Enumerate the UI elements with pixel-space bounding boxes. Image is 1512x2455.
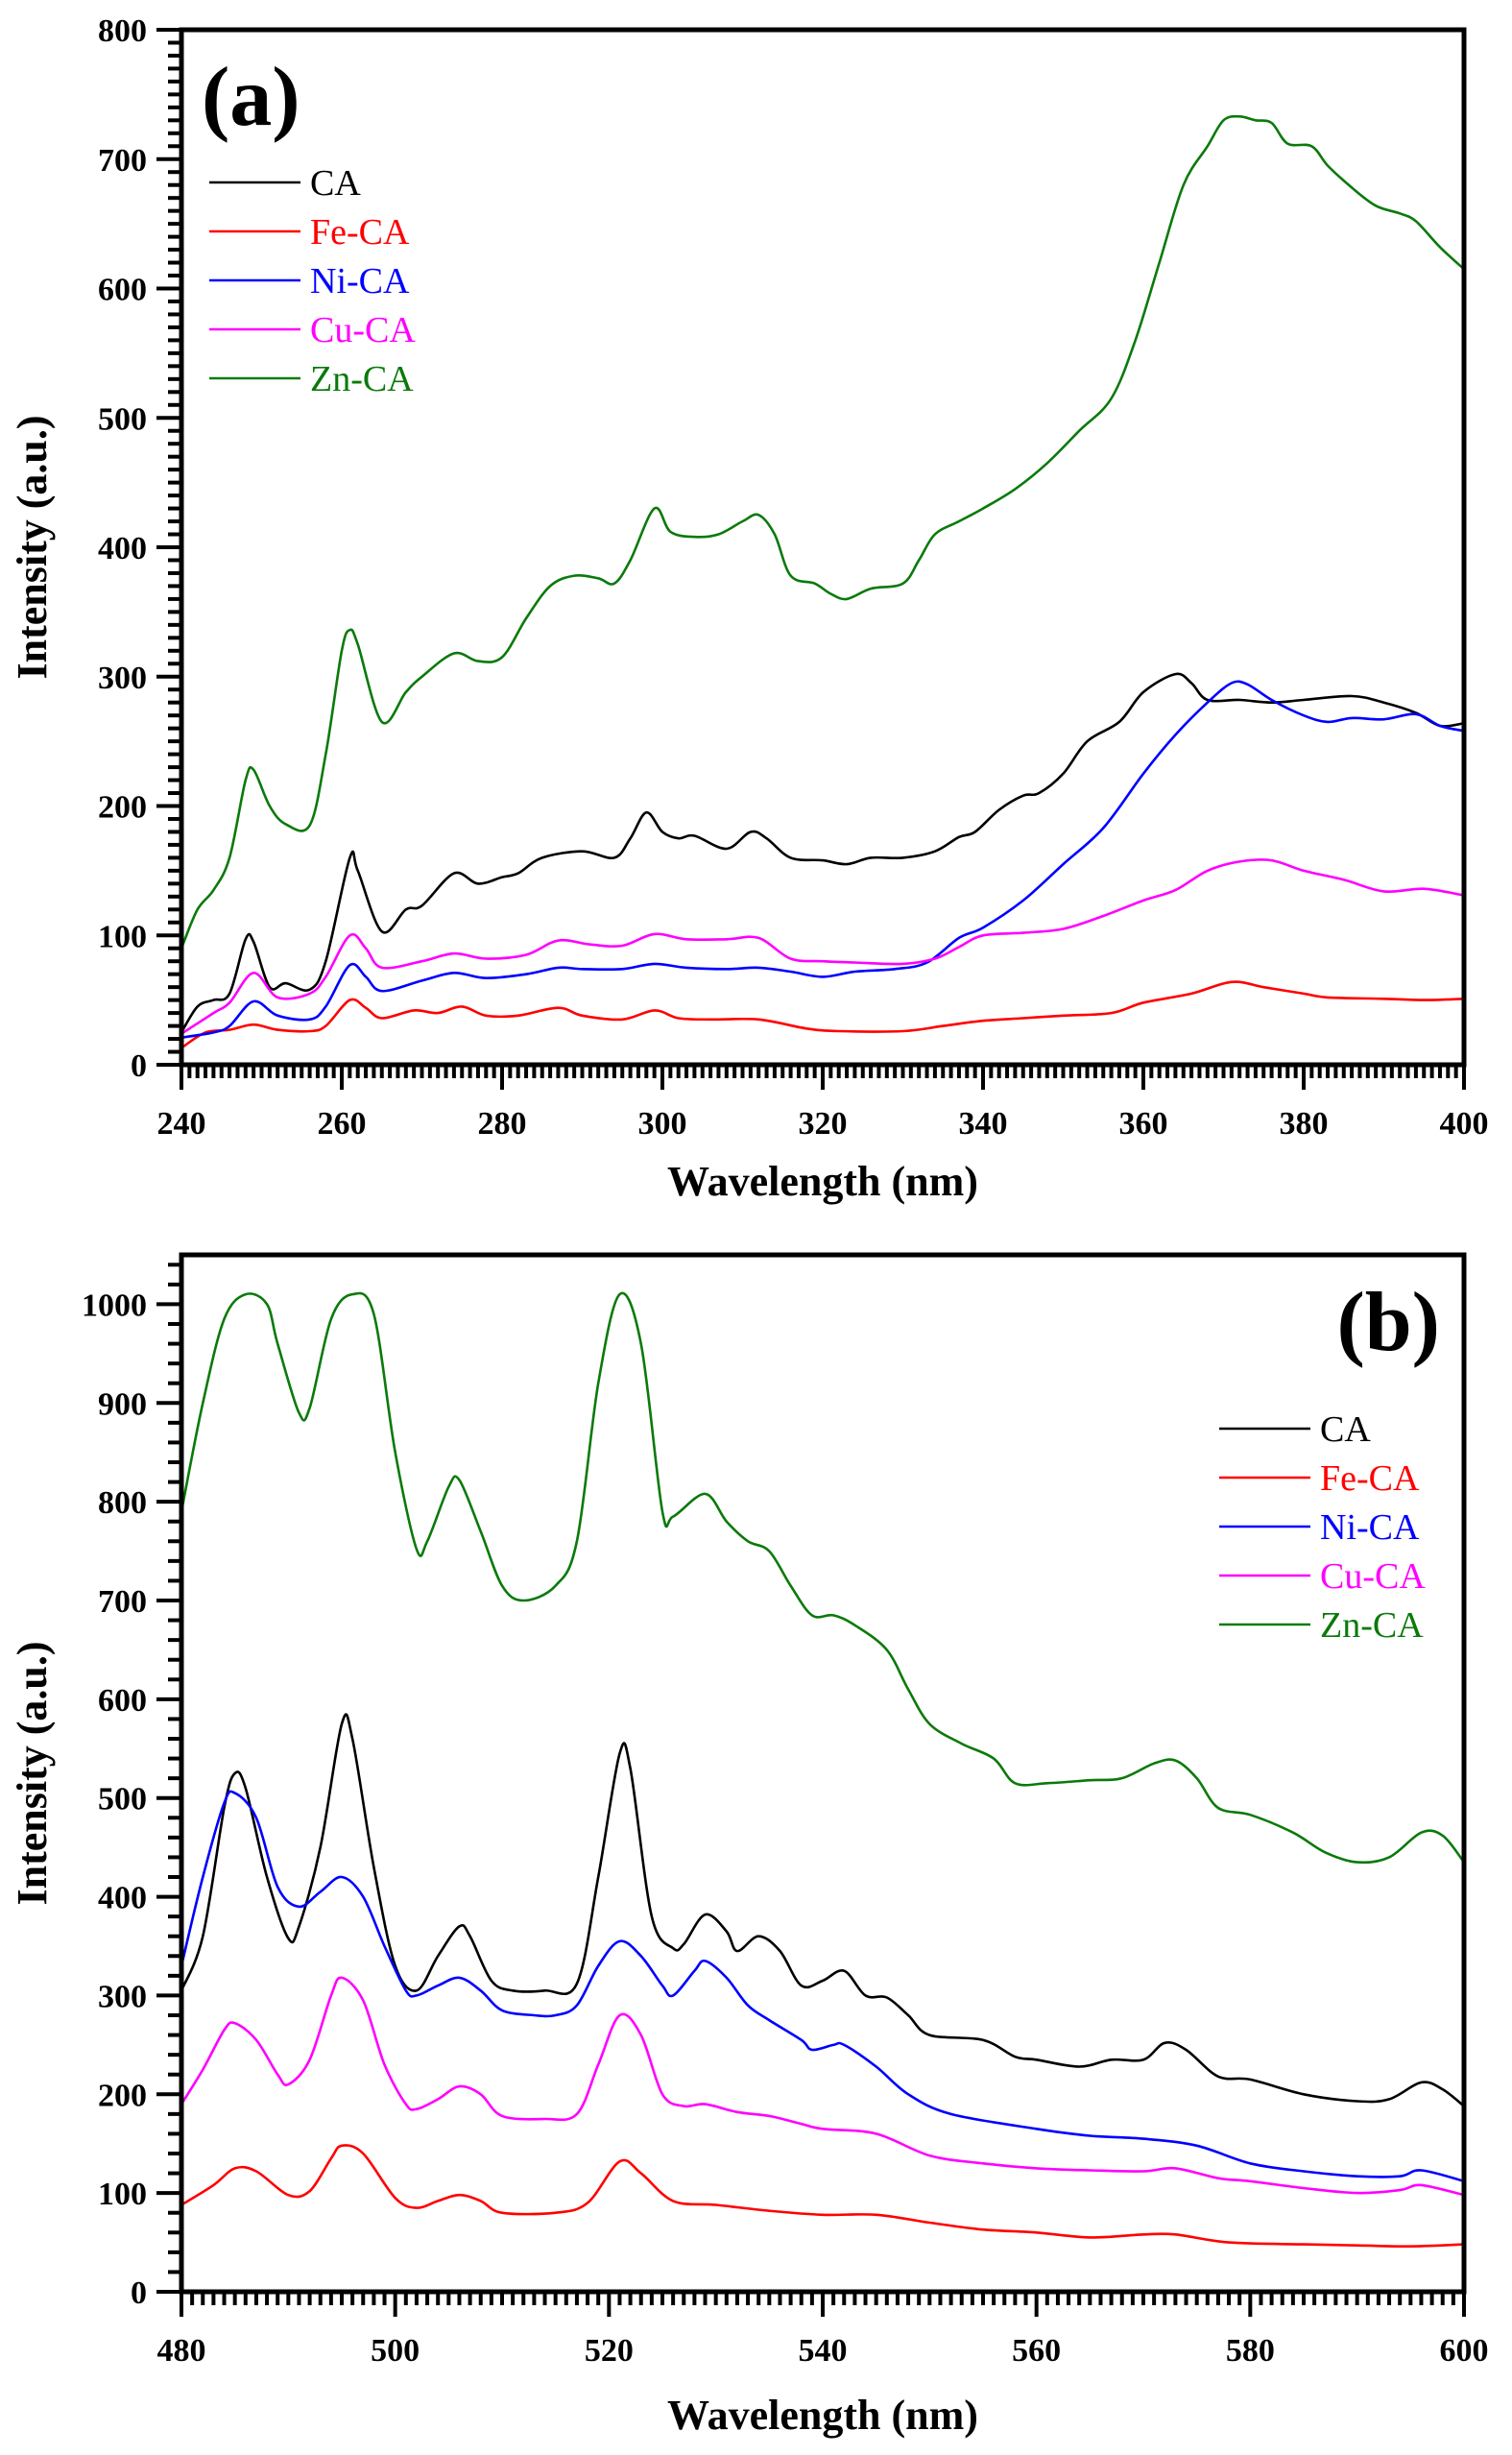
x-tick-label: 600 <box>1440 2333 1489 2369</box>
x-tick-label: 300 <box>638 1106 687 1142</box>
legend-label: CA <box>310 163 361 204</box>
legend-item: Ni-CA <box>209 261 410 301</box>
legend-label: Cu-CA <box>310 310 416 350</box>
y-tick-label: 600 <box>98 273 147 308</box>
series-line-ca <box>181 672 1464 1033</box>
x-tick-label: 500 <box>371 2333 420 2369</box>
legend-label: Zn-CA <box>1320 1605 1424 1646</box>
x-tick-label: 520 <box>585 2333 634 2369</box>
y-tick-label: 100 <box>98 919 147 954</box>
y-tick-label: 500 <box>98 1782 147 1817</box>
series-line-zn-ca <box>181 1291 1464 1865</box>
legend-item: Zn-CA <box>209 359 414 399</box>
legend-label: Fe-CA <box>1320 1458 1420 1499</box>
legend-item: Cu-CA <box>209 310 416 350</box>
legend-item: Ni-CA <box>1219 1507 1420 1548</box>
x-axis-title: Wavelength (nm) <box>667 2392 978 2439</box>
x-tick-label: 480 <box>157 2333 206 2369</box>
legend-label: CA <box>1320 1409 1371 1450</box>
legend: CA Fe-CA Ni-CA Cu-CA Zn-CA <box>209 163 416 399</box>
panel-b: 480 500 520 540 560 580 600 0 100 200 300 400 500 600… <box>9 1252 1489 2439</box>
x-tick-label: 560 <box>1012 2333 1061 2369</box>
legend-label: Ni-CA <box>310 261 410 301</box>
legend-item: Fe-CA <box>1219 1458 1420 1499</box>
legend-label: Ni-CA <box>1320 1507 1420 1548</box>
y-tick-label: 200 <box>98 2078 147 2113</box>
x-tick-label: 580 <box>1226 2333 1275 2369</box>
series-group <box>181 1291 1464 2249</box>
y-tick-label: 200 <box>98 790 147 826</box>
panel-label: (a) <box>202 51 300 144</box>
series-line-ca <box>181 1713 1464 2107</box>
y-axis-title: Intensity (a.u.) <box>9 415 56 679</box>
series-line-ni-ca <box>181 1790 1464 2183</box>
y-tick-label: 500 <box>98 401 147 437</box>
y-tick-label: 900 <box>98 1386 147 1422</box>
x-tick-label: 320 <box>799 1106 848 1142</box>
legend-label: Zn-CA <box>310 359 414 399</box>
x-tick-label: 380 <box>1280 1106 1329 1142</box>
series-line-cu-ca <box>181 1976 1464 2197</box>
legend: CA Fe-CA Ni-CA Cu-CA Zn-CA <box>1219 1409 1426 1646</box>
y-tick-label: 800 <box>98 13 147 49</box>
panel-label: (b) <box>1336 1276 1440 1369</box>
y-axis-title: Intensity (a.u.) <box>9 1641 56 1905</box>
y-tick-label: 0 <box>131 2275 147 2311</box>
series-line-ni-ca <box>181 680 1464 1039</box>
plot-frame <box>179 1252 1467 2295</box>
y-tick-label: 400 <box>98 531 147 566</box>
panel-a: 240 260 280 300 320 340 360 380 400 0 100 200 300 400… <box>9 13 1489 1205</box>
y-tick-label: 0 <box>131 1048 147 1084</box>
series-line-zn-ca <box>181 114 1464 950</box>
y-tick-label: 300 <box>98 661 147 696</box>
y-tick-label: 300 <box>98 1979 147 2014</box>
legend-item: Fe-CA <box>209 212 410 253</box>
y-tick-label: 100 <box>98 2177 147 2212</box>
x-axis-title: Wavelength (nm) <box>667 1158 978 1205</box>
legend-label: Cu-CA <box>1320 1556 1426 1597</box>
x-tick-label: 540 <box>799 2333 848 2369</box>
plot-frame <box>179 27 1467 1068</box>
y-tick-label: 700 <box>98 143 147 179</box>
x-tick-label: 240 <box>157 1106 206 1142</box>
series-group <box>181 114 1464 1049</box>
series-line-fe-ca <box>181 980 1464 1049</box>
series-line-fe-ca <box>181 2144 1464 2249</box>
legend-item: CA <box>209 163 361 204</box>
y-tick-label: 400 <box>98 1881 147 1916</box>
y-tick-label: 700 <box>98 1584 147 1620</box>
y-tick-label: 1000 <box>82 1288 147 1323</box>
legend-item: Zn-CA <box>1219 1605 1424 1646</box>
series-line-cu-ca <box>181 858 1464 1035</box>
x-tick-label: 400 <box>1440 1106 1489 1142</box>
legend-item: Cu-CA <box>1219 1556 1426 1597</box>
x-tick-label: 280 <box>478 1106 527 1142</box>
x-tick-label: 360 <box>1119 1106 1168 1142</box>
x-tick-label: 340 <box>959 1106 1008 1142</box>
legend-label: Fe-CA <box>310 212 410 253</box>
y-tick-label: 600 <box>98 1683 147 1719</box>
y-tick-label: 800 <box>98 1485 147 1521</box>
legend-item: CA <box>1219 1409 1371 1450</box>
x-tick-label: 260 <box>318 1106 367 1142</box>
